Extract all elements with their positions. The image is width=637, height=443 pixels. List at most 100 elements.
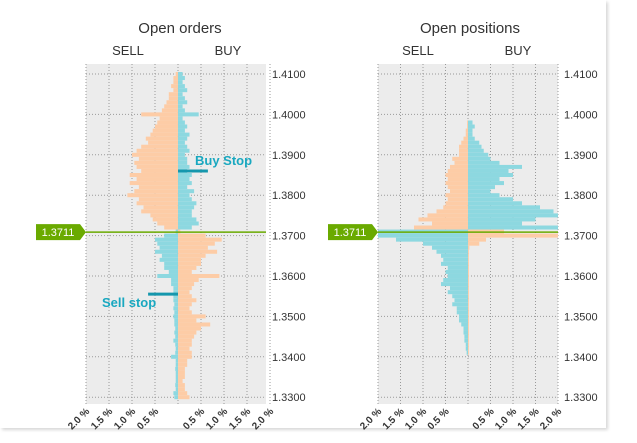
buy-bar — [468, 241, 480, 246]
buy-bar — [468, 205, 540, 210]
buy-bar — [178, 189, 195, 194]
sell-bar — [465, 132, 468, 137]
buy-bar — [178, 370, 185, 375]
sell-bar — [174, 330, 178, 335]
buy-bar — [468, 302, 469, 307]
buy-bar — [468, 257, 469, 262]
buy-bar — [468, 209, 554, 214]
sell-bar — [175, 358, 178, 363]
y-tick-label: 1.3300 — [564, 392, 598, 404]
buy-bar — [178, 201, 197, 206]
buy-bar — [468, 193, 500, 198]
sell-bar — [456, 310, 468, 315]
sell-bar — [152, 128, 178, 133]
buy-bar — [178, 88, 188, 93]
buy-bar — [178, 358, 188, 363]
buy-bar — [468, 213, 558, 218]
buy-label: BUY — [505, 43, 532, 58]
x-tick-label: 2.0 % — [538, 406, 564, 432]
buy-bar — [178, 209, 192, 214]
buy-bar — [468, 253, 469, 258]
sell-bar — [467, 120, 468, 125]
sell-bar — [441, 261, 468, 266]
buy-bar — [178, 72, 183, 76]
sell-bar — [436, 209, 468, 214]
buy-bar — [178, 164, 190, 169]
sell-bar — [168, 96, 178, 101]
sell-bar — [173, 314, 178, 319]
sell-bar — [463, 136, 468, 141]
sell-bar — [174, 322, 178, 327]
current-price-label: 1.3711 — [334, 227, 367, 239]
sell-bar — [175, 326, 178, 331]
buy-bar — [178, 197, 192, 202]
sell-bar — [141, 168, 178, 173]
buy-bar — [178, 245, 208, 250]
buy-bar — [468, 217, 536, 222]
buy-bar — [178, 257, 201, 262]
sell-bar — [168, 92, 178, 97]
sell-bar — [173, 286, 178, 291]
sell-bar — [138, 156, 178, 161]
buy-bar — [468, 197, 513, 202]
buy-bar — [468, 269, 469, 274]
buy-label: BUY — [215, 43, 242, 58]
sell-bar — [173, 338, 178, 343]
buy-bar — [178, 100, 188, 105]
buy-bar — [178, 124, 188, 129]
chart-open-positions: Open positions SELL BUY 1.4100 1.4000 1.3900 1… — [328, 20, 598, 432]
sell-bar — [136, 177, 178, 182]
y-tick-label: 1.3800 — [564, 190, 598, 202]
sell-bar — [432, 245, 468, 250]
x-tick-label: 1.0 % — [493, 406, 519, 432]
chart-title: Open orders — [138, 20, 221, 37]
sell-bar — [138, 197, 178, 202]
buy-bar — [178, 76, 185, 81]
y-tick-label: 1.3700 — [564, 231, 598, 243]
buy-bar — [468, 140, 480, 145]
buy-bar — [178, 80, 183, 85]
buy-bar — [468, 342, 469, 347]
sell-bar — [155, 124, 178, 129]
sell-bar — [136, 164, 178, 169]
buy-bar — [178, 120, 185, 125]
sell-bar — [164, 233, 178, 238]
buy-bar — [178, 354, 192, 359]
sell-bar — [427, 213, 468, 218]
y-tick-label: 1.3700 — [272, 231, 306, 243]
sell-bar — [175, 342, 178, 347]
sell-bar — [155, 249, 178, 254]
buy-bar — [468, 225, 558, 230]
buy-bar — [468, 346, 469, 351]
sell-bar — [164, 265, 178, 270]
buy-bar — [178, 261, 201, 266]
sell-bar — [159, 257, 178, 262]
sell-bar — [443, 278, 468, 283]
buy-bar — [178, 152, 185, 157]
buy-bar — [178, 375, 185, 379]
sell-bar — [161, 253, 178, 258]
y-tick-label: 1.4000 — [272, 109, 306, 121]
buy-bar — [178, 108, 185, 113]
sell-bar — [452, 302, 468, 307]
sell-bar — [173, 391, 178, 396]
buy-bar — [178, 181, 192, 186]
sell-bar — [463, 330, 468, 335]
sell-bar — [175, 72, 178, 76]
sell-bar — [436, 249, 468, 254]
buy-bar — [178, 148, 190, 153]
sell-bar — [465, 128, 468, 133]
buy-bar — [178, 326, 201, 331]
x-tick-label: 0.5 % — [471, 406, 497, 432]
buy-bar — [468, 177, 500, 182]
buy-bar — [468, 290, 469, 295]
buy-bar — [178, 217, 197, 222]
buy-bar — [178, 237, 222, 242]
sell-bar — [464, 334, 468, 339]
buy-bar — [178, 314, 206, 319]
sell-bar — [447, 177, 468, 182]
sell-bar — [161, 108, 178, 113]
x-tick-label: 2.0 % — [250, 406, 276, 432]
buy-bar — [178, 173, 192, 177]
buy-bar — [468, 168, 509, 173]
